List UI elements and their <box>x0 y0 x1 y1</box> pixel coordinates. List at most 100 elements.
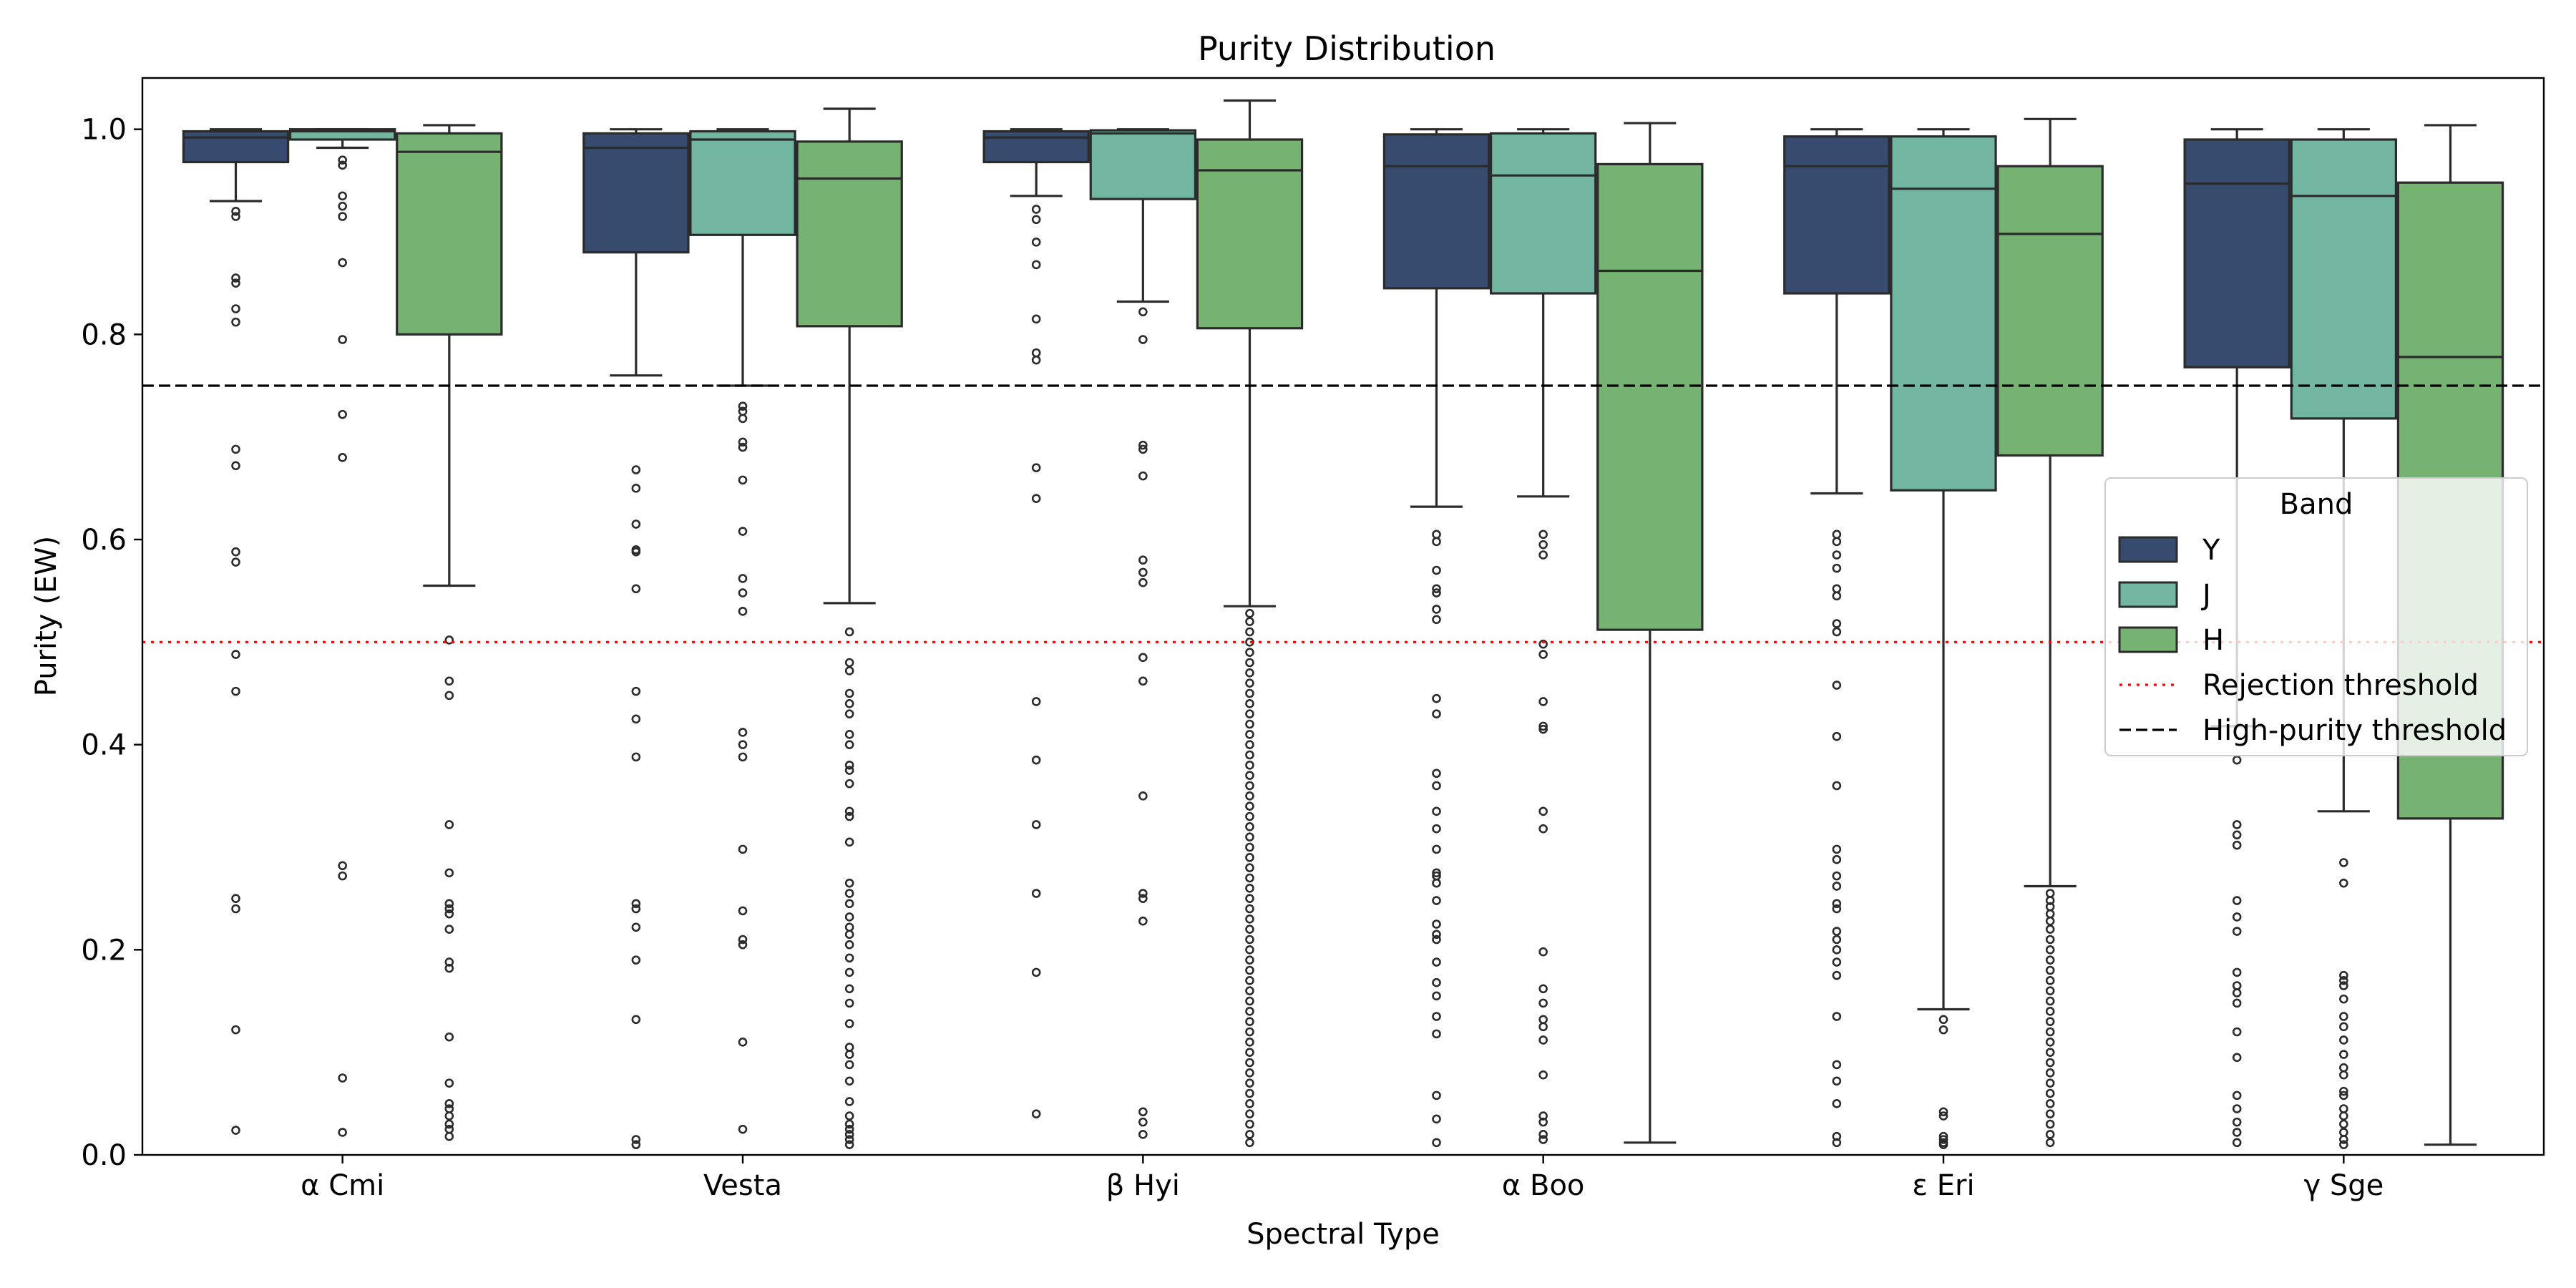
outlier-point <box>2045 935 2055 945</box>
outlier-point <box>1432 977 1441 987</box>
outlier-point <box>844 806 854 816</box>
box-H-0 <box>396 124 503 1141</box>
outlier-point <box>231 461 240 471</box>
outlier-point <box>1538 998 1548 1008</box>
iqr-box <box>1489 132 1597 295</box>
outlier-point <box>844 699 854 708</box>
outlier-point <box>844 709 854 718</box>
outlier-point <box>2339 878 2348 888</box>
outlier-point <box>738 607 748 616</box>
outlier-point <box>2339 1119 2348 1129</box>
iqr-box <box>2183 138 2290 369</box>
outlier-point <box>1538 1022 1548 1032</box>
box-J-2 <box>1089 128 1197 1139</box>
outlier-point <box>231 317 240 327</box>
outlier-point <box>1245 1038 1254 1047</box>
legend-swatch-Y <box>2118 536 2178 563</box>
outlier-point <box>844 1097 854 1106</box>
outlier-point <box>1031 755 1041 765</box>
outlier-point <box>231 1126 240 1135</box>
outlier-point <box>738 414 748 424</box>
outlier-point <box>1245 801 1254 811</box>
outlier-point <box>631 955 641 965</box>
outlier-point <box>1832 844 1842 854</box>
outlier-point <box>2339 1111 2348 1121</box>
outlier-point <box>2339 1135 2348 1144</box>
outlier-point <box>444 963 454 973</box>
outlier-point <box>444 899 454 909</box>
outlier-point <box>1245 678 1254 688</box>
outlier-point <box>1432 935 1441 945</box>
outlier-point <box>2339 1140 2348 1149</box>
outlier-point <box>2339 994 2348 1004</box>
outlier-point <box>738 740 748 749</box>
outlier-point <box>844 889 854 898</box>
outlier-point <box>444 957 454 967</box>
outlier-point <box>738 728 748 737</box>
outlier-point <box>1432 781 1441 791</box>
outlier-point <box>2045 1068 2055 1078</box>
outlier-point <box>231 207 240 216</box>
outlier-point <box>2045 916 2055 926</box>
outlier-point <box>1938 1131 1948 1141</box>
y-axis-label: Purity (EW) <box>30 536 63 696</box>
outlier-point <box>2232 1117 2242 1127</box>
outlier-point <box>1538 721 1548 731</box>
outlier-point <box>1245 1138 1254 1148</box>
outlier-point <box>1245 719 1254 729</box>
outlier-point <box>631 752 641 762</box>
outlier-point <box>631 584 641 594</box>
outlier-point <box>1245 1099 1254 1108</box>
outlier-point <box>1832 1138 1842 1148</box>
outlier-point <box>444 904 454 914</box>
iqr-box <box>796 140 903 328</box>
outlier-point <box>844 779 854 789</box>
outlier-point <box>844 837 854 847</box>
outlier-point <box>338 861 347 871</box>
outlier-point <box>2232 840 2242 850</box>
outlier-point <box>1245 608 1254 618</box>
outlier-point <box>1432 1091 1441 1101</box>
outlier-point <box>1138 894 1148 903</box>
outlier-point <box>2232 1138 2242 1148</box>
outlier-point <box>844 1019 854 1028</box>
y-tick-label: 0.6 <box>81 524 127 557</box>
y-tick-label: 0.2 <box>81 934 127 967</box>
outlier-point <box>2339 1050 2348 1059</box>
outlier-point <box>1432 930 1441 940</box>
outlier-point <box>1432 896 1441 905</box>
outlier-point <box>338 1128 347 1137</box>
outlier-point <box>2339 1091 2348 1101</box>
box-J-0 <box>288 128 396 1137</box>
box-H-1 <box>796 107 903 1149</box>
outlier-point <box>1432 1138 1441 1148</box>
outlier-point <box>1432 615 1441 625</box>
outlier-point <box>1432 919 1441 929</box>
outlier-point <box>1245 811 1254 821</box>
outlier-point <box>1538 806 1548 816</box>
outlier-point <box>844 967 854 977</box>
outlier-point <box>2339 1022 2348 1032</box>
legend: Band YJH Rejection threshold High-purity t… <box>2104 477 2528 756</box>
iqr-box <box>1783 135 1890 295</box>
outlier-point <box>1245 822 1254 831</box>
outlier-point <box>1432 605 1441 614</box>
outlier-point <box>844 740 854 749</box>
outlier-point <box>2232 1053 2242 1063</box>
outlier-point <box>2339 976 2348 985</box>
y-tick-label: 0.8 <box>81 318 127 351</box>
outlier-point <box>1138 440 1148 450</box>
outlier-point <box>1832 945 1842 955</box>
outlier-point <box>844 1135 854 1144</box>
outlier-point <box>1245 1058 1254 1068</box>
outlier-point <box>1245 699 1254 708</box>
outlier-point <box>444 1032 454 1042</box>
box-Y-0 <box>182 128 290 1135</box>
outlier-point <box>1938 1025 1948 1035</box>
outlier-point <box>2045 1119 2055 1129</box>
outlier-point <box>738 940 748 950</box>
legend-swatch-H <box>2118 626 2178 653</box>
x-tick-label: β Hyi <box>1106 1169 1180 1202</box>
outlier-point <box>738 574 748 583</box>
